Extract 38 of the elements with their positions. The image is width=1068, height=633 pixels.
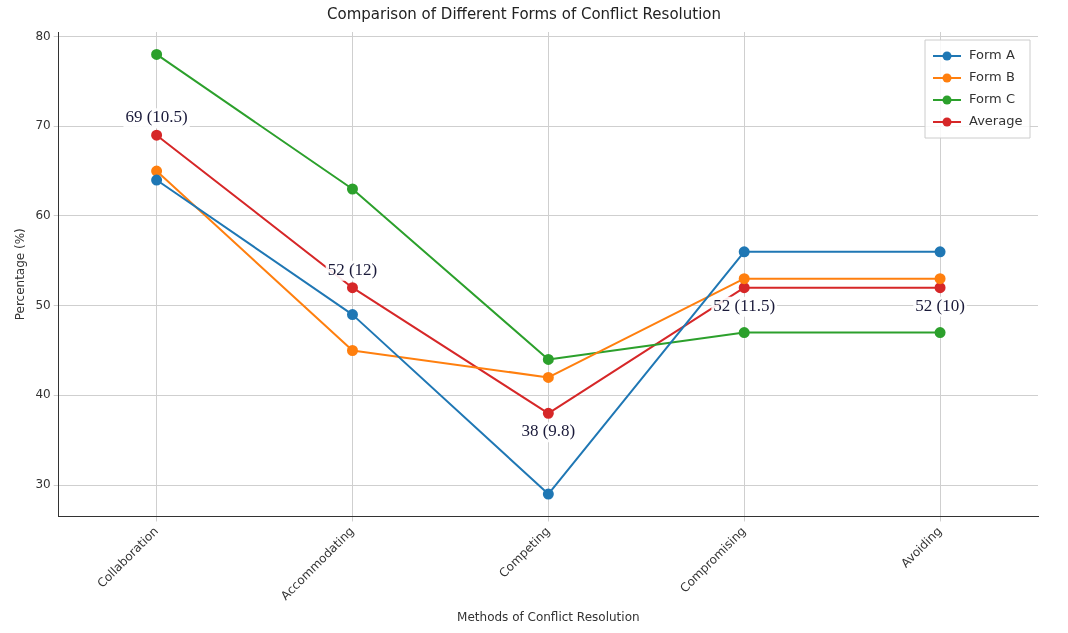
point — [934, 246, 946, 258]
point — [542, 488, 554, 500]
point — [346, 282, 358, 294]
point — [346, 183, 358, 195]
annotation: 52 (12) — [327, 259, 378, 279]
point — [346, 309, 358, 321]
point — [542, 371, 554, 383]
point — [542, 407, 554, 419]
point — [934, 282, 946, 294]
legend-label: Form C — [969, 91, 1015, 107]
y-tick-label: 30 — [35, 477, 51, 492]
point — [934, 327, 946, 339]
point — [738, 273, 750, 285]
y-tick-label: 70 — [35, 118, 51, 133]
legend-label: Form B — [969, 69, 1015, 85]
point — [934, 273, 946, 285]
point — [738, 282, 750, 294]
y-axis-title: Percentage (%) — [13, 228, 28, 321]
y-tick-label: 60 — [35, 208, 51, 223]
point — [738, 327, 750, 339]
point — [151, 165, 163, 177]
legend-label: Form A — [969, 47, 1015, 63]
annotation: 69 (10.5) — [125, 107, 188, 127]
point — [151, 174, 163, 186]
point — [542, 353, 554, 365]
y-tick-label: 80 — [35, 28, 51, 43]
point — [151, 48, 163, 60]
y-tick-label: 50 — [35, 297, 51, 312]
x-axis-title: Methods of Conflict Resolution — [457, 609, 640, 624]
point — [738, 246, 750, 258]
annotation: 52 (11.5) — [713, 295, 776, 315]
annotation: 38 (9.8) — [521, 421, 576, 441]
annotation: 52 (10) — [915, 295, 965, 315]
chart-title: Comparison of Different Forms of Conflict Resolution — [327, 4, 721, 23]
point — [346, 345, 358, 356]
legend-label: Average — [969, 113, 1023, 129]
point — [151, 129, 163, 141]
y-tick-label: 40 — [35, 387, 51, 402]
